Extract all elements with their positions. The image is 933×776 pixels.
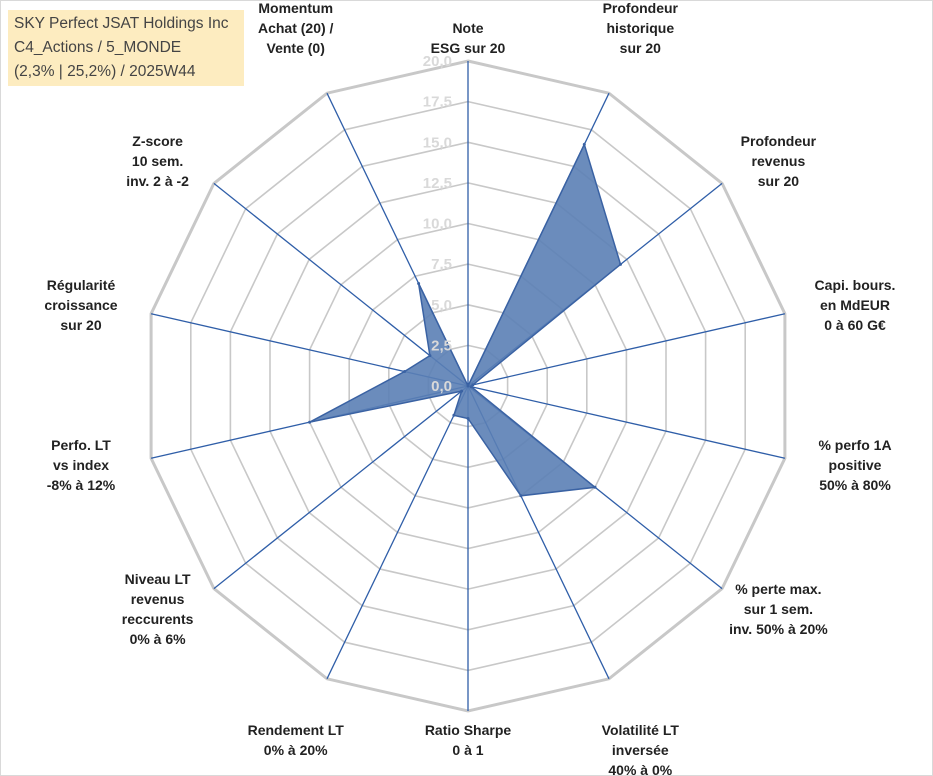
spoke-9 (213, 385, 469, 590)
tick-label-0: 0,0 (431, 378, 452, 395)
data-point-10 (308, 420, 312, 424)
data-point-13 (417, 282, 421, 285)
title-line-1: SKY Perfect JSAT Holdings Inc (14, 15, 229, 32)
axis-label-10: Perfo. LT vs index -8% à 12% (47, 437, 116, 493)
title-line-3: (2,3% | 25,2%) / 2025W44 (14, 63, 196, 80)
data-point-4 (469, 385, 473, 389)
tick-label-3: 7,5 (431, 256, 452, 273)
tick-label-5: 12,5 (423, 175, 452, 192)
axis-label-7: Ratio Sharpe 0 à 1 (425, 722, 512, 758)
data-point-0 (466, 384, 470, 388)
data-point-8 (452, 413, 456, 417)
data-point-7 (466, 417, 470, 420)
data-point-1 (582, 142, 586, 146)
data-point-9 (460, 389, 464, 393)
axis-label-0: Note ESG sur 20 (431, 20, 506, 56)
spoke-4 (467, 385, 786, 459)
title-line-2: C4_Actions / 5_MONDE (14, 39, 182, 56)
spoke-3 (467, 313, 786, 387)
axis-label-2: Profondeur revenus sur 20 (741, 133, 817, 189)
series (308, 142, 622, 498)
tick-label-8: 20,0 (423, 53, 452, 70)
tick-label-6: 15,0 (423, 134, 452, 151)
axis-label-5: % perte max. sur 1 sem. inv. 50% à 20% (729, 581, 828, 637)
tick-label-2: 5,0 (431, 297, 452, 314)
data-point-2 (619, 262, 622, 266)
axis-label-9: Niveau LT revenus reccurents 0% à 6% (122, 571, 194, 647)
spoke-12 (213, 182, 469, 387)
tick-label-1: 2,5 (431, 337, 452, 354)
series-area (309, 142, 622, 497)
spoke-8 (326, 385, 469, 680)
axis-label-13: Momentum Achat (20) / Vente (0) (258, 0, 334, 56)
axis-label-11: Régularité croissance sur 20 (44, 277, 117, 333)
chart-title-box: SKY Perfect JSAT Holdings Inc C4_Actions… (8, 10, 244, 86)
axis-label-6: Volatilité LT inversée 40% à 0% (602, 722, 680, 776)
axis-label-8: Rendement LT 0% à 20% (248, 722, 345, 758)
data-point-11 (403, 370, 407, 373)
data-point-12 (428, 354, 432, 358)
tick-label-7: 17,5 (423, 94, 452, 111)
axis-label-1: Profondeur historique sur 20 (603, 0, 679, 56)
axis-label-4: % perfo 1A positive 50% à 80% (818, 437, 891, 493)
tick-labels: 0,0 2,5 5,0 7,5 10,0 12,5 15,0 17,5 20,0 (423, 53, 452, 395)
axis-labels: Note ESG sur 20 Profondeur historique sur 20… (44, 0, 895, 776)
tick-label-4: 10,0 (423, 216, 452, 233)
axis-label-3: Capi. bours. en MdEUR 0 à 60 G€ (815, 277, 896, 333)
axis-label-12: Z-score 10 sem. inv. 2 à -2 (126, 133, 189, 189)
data-point-6 (519, 494, 523, 498)
data-point-5 (593, 485, 597, 489)
